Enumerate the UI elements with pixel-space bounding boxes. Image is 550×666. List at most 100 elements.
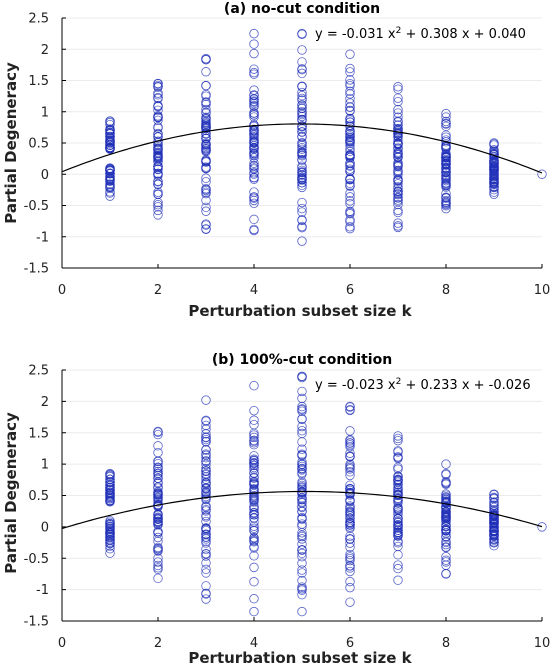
data-point (201, 436, 211, 447)
data-point (441, 166, 451, 177)
y-tick-label: -0.5 (24, 199, 49, 214)
data-point (297, 444, 307, 454)
data-point (393, 108, 403, 118)
x-tick-label: 2 (154, 636, 162, 651)
data-point (105, 188, 115, 198)
data-point (393, 175, 403, 185)
data-point (249, 577, 259, 587)
panel-a-fit-curve (61, 123, 543, 174)
data-point (297, 100, 307, 111)
data-point (153, 458, 163, 469)
data-point (489, 153, 499, 164)
data-point (297, 144, 307, 155)
data-point (153, 205, 163, 216)
data-point (201, 581, 211, 591)
data-point (201, 487, 211, 498)
data-point (297, 155, 307, 165)
data-point (489, 507, 499, 517)
data-point (153, 151, 163, 161)
panel-b-title: (b) 100%-cut condition (212, 352, 392, 368)
data-point (345, 67, 355, 77)
data-point (393, 513, 403, 524)
data-point (297, 132, 307, 142)
data-point (345, 405, 355, 416)
data-point (345, 563, 355, 573)
data-point (153, 177, 163, 187)
y-tick-label: 1.5 (28, 74, 49, 89)
data-point (297, 393, 307, 404)
data-point (441, 174, 451, 184)
data-point (297, 426, 307, 436)
panel-a-tick-labels: -1.5 -1 -0.5 0 0.5 1 1.5 2 2.5 0 2 4 6 8 10 (24, 12, 550, 299)
data-point (201, 463, 211, 474)
y-tick-label: 0 (41, 168, 49, 183)
data-point (153, 557, 163, 567)
data-point (297, 528, 307, 538)
data-point (249, 468, 259, 478)
data-point (249, 432, 259, 443)
data-point (249, 160, 259, 171)
data-point (345, 513, 355, 523)
data-point (153, 202, 163, 212)
data-point (297, 461, 307, 472)
data-point (393, 446, 403, 456)
data-point (345, 140, 355, 151)
data-point (441, 172, 451, 182)
data-point (345, 80, 355, 91)
data-point (393, 199, 403, 210)
data-point (345, 576, 355, 587)
data-point (153, 93, 163, 104)
data-point (345, 223, 355, 234)
data-point (153, 468, 163, 479)
data-point (393, 431, 403, 441)
data-point (393, 186, 403, 196)
data-point (489, 492, 499, 503)
data-point (393, 116, 403, 126)
data-point (153, 487, 163, 497)
panel-b-x-axis-label: Perturbation subset size k (188, 649, 412, 666)
data-point (249, 69, 259, 79)
data-point (201, 506, 211, 516)
data-point (153, 482, 163, 492)
y-tick-label: -0.5 (24, 552, 49, 567)
data-point (297, 590, 307, 600)
data-point (297, 68, 307, 79)
data-point (249, 143, 259, 153)
data-point (393, 96, 403, 107)
data-point (153, 564, 163, 575)
data-point (441, 510, 451, 520)
data-point (249, 163, 259, 173)
data-point (105, 191, 115, 201)
data-point (441, 135, 451, 145)
data-point (489, 518, 499, 529)
data-point (153, 169, 163, 179)
data-point (345, 146, 355, 157)
data-point (201, 146, 211, 157)
data-point (345, 520, 355, 530)
data-point (393, 167, 403, 178)
data-point (153, 102, 163, 112)
data-point (249, 502, 259, 513)
data-point (105, 495, 115, 506)
data-point (153, 200, 163, 210)
data-point (153, 189, 163, 199)
data-point (441, 526, 451, 536)
data-point (441, 557, 451, 567)
data-point (297, 57, 307, 67)
data-point (297, 29, 307, 39)
data-point (441, 496, 451, 507)
y-tick-label: 2.5 (28, 364, 49, 379)
data-point (345, 89, 355, 99)
data-point (393, 528, 403, 538)
data-point (201, 477, 211, 488)
data-point (249, 148, 259, 159)
data-point (249, 606, 259, 617)
data-point (153, 544, 163, 554)
data-point (393, 575, 403, 585)
data-point (105, 490, 115, 500)
data-point (441, 156, 451, 167)
data-point (297, 87, 307, 98)
data-point (393, 160, 403, 170)
data-point (249, 48, 259, 59)
data-point (489, 179, 499, 190)
